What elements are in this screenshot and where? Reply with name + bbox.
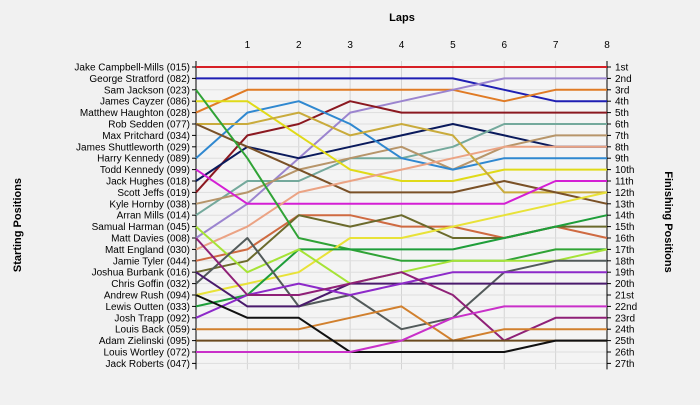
starting-position-label: Chris Goffin (032) (111, 279, 190, 290)
x-tick-label: 2 (296, 40, 302, 51)
starting-position-label: Sam Jackson (023) (104, 85, 190, 96)
finishing-position-label: 27th (615, 359, 634, 370)
finishing-position-label: 4th (615, 97, 629, 108)
finishing-position-label: 16th (615, 234, 634, 245)
starting-position-label: Todd Kennedy (099) (100, 165, 190, 176)
series-line-6 (195, 123, 607, 182)
series-line-3 (195, 88, 607, 114)
series-line-17 (195, 89, 607, 262)
finishing-position-label: 11th (615, 177, 634, 188)
x-tick-label: 7 (553, 40, 559, 51)
x-tick-label: 1 (245, 40, 251, 51)
series-line-25 (196, 305, 607, 342)
starting-position-label: Louis Wortley (072) (103, 348, 190, 359)
series-line-10 (196, 100, 607, 182)
series-line-2 (196, 77, 607, 103)
starting-position-label: Jake Campbell-Mills (015) (74, 63, 190, 74)
starting-position-label: Adam Zielinski (095) (99, 336, 190, 347)
finishing-position-label: 12th (615, 188, 634, 199)
finishing-position-label: 6th (615, 120, 629, 131)
starting-position-label: Jack Roberts (047) (106, 359, 190, 370)
finishing-position-label: 1st (615, 63, 629, 74)
finishing-position-label: 13th (615, 199, 634, 210)
finishing-position-label: 21st (615, 291, 634, 302)
series-line-14 (195, 145, 607, 251)
starting-position-label: Max Pritchard (034) (102, 131, 190, 142)
x-tick-label: 5 (450, 40, 456, 51)
finishing-position-label: 20th (615, 279, 634, 290)
series-line-21 (195, 237, 607, 331)
series-line-28 (196, 305, 607, 353)
finishing-position-label: 18th (615, 256, 634, 267)
finishing-position-label: 23rd (615, 313, 635, 324)
starting-position-label: Jamie Tyler (044) (113, 256, 190, 267)
finishing-position-label: 14th (615, 211, 634, 222)
x-tick-label: 4 (399, 40, 405, 51)
starting-position-label: Joshua Burbank (016) (92, 268, 190, 279)
starting-position-label: Matthew Haughton (028) (80, 108, 190, 119)
starting-position-label: Rob Sedden (077) (108, 120, 190, 131)
starting-position-label: Andrew Rush (094) (104, 291, 190, 302)
series-line-27 (195, 294, 607, 353)
starting-position-label: Matt Davies (008) (111, 234, 190, 245)
series-line-13 (195, 168, 607, 205)
x-axis-title: Laps (389, 12, 415, 24)
starting-position-label: Josh Trapp (092) (114, 313, 190, 324)
series-line-9 (195, 100, 607, 171)
finishing-position-label: 8th (615, 142, 629, 153)
finishing-position-label: 26th (615, 348, 634, 359)
starting-position-label: Lewis Outten (033) (106, 302, 191, 313)
x-tick-label: 8 (604, 40, 610, 51)
finishing-position-label: 3rd (615, 85, 629, 96)
finishing-position-label: 10th (615, 165, 634, 176)
finishing-position-label: 7th (615, 131, 629, 142)
starting-position-label: James Cayzer (086) (100, 97, 190, 108)
starting-position-label: George Stratford (082) (89, 74, 190, 85)
finishing-position-label: 15th (615, 222, 634, 233)
series-line-19 (195, 214, 608, 308)
starting-position-label: Scott Jeffs (019) (117, 188, 190, 199)
left-axis-title: Starting Positions (12, 177, 24, 273)
starting-position-label: Matt England (030) (105, 245, 190, 256)
series-line-23 (195, 271, 607, 319)
starting-position-label: Jack Hughes (018) (106, 177, 190, 188)
starting-position-label: Harry Kennedy (089) (97, 154, 190, 165)
series-line-11 (196, 111, 607, 194)
starting-position-label: Arran Mills (014) (117, 211, 190, 222)
finishing-position-label: 2nd (615, 74, 632, 85)
series-line-24 (195, 237, 607, 342)
starting-position-label: James Shuttleworth (029) (76, 142, 190, 153)
starting-position-label: Kyle Hornby (038) (109, 199, 190, 210)
starting-position-label: Samual Harman (045) (92, 222, 190, 233)
finishing-position-label: 17th (615, 245, 634, 256)
finishing-position-label: 9th (615, 154, 629, 165)
x-tick-label: 6 (501, 40, 507, 51)
series-line-5 (195, 100, 607, 194)
finishing-position-label: 19th (615, 268, 634, 279)
finishing-position-label: 22nd (615, 302, 637, 313)
finishing-position-label: 25th (615, 336, 634, 347)
x-tick-label: 3 (347, 40, 353, 51)
right-axis-title: Finishing Positions (662, 171, 674, 273)
finishing-position-label: 5th (615, 108, 629, 119)
finishing-position-label: 24th (615, 325, 634, 336)
series-line-4 (195, 77, 607, 239)
starting-position-label: Louis Back (059) (115, 325, 190, 336)
